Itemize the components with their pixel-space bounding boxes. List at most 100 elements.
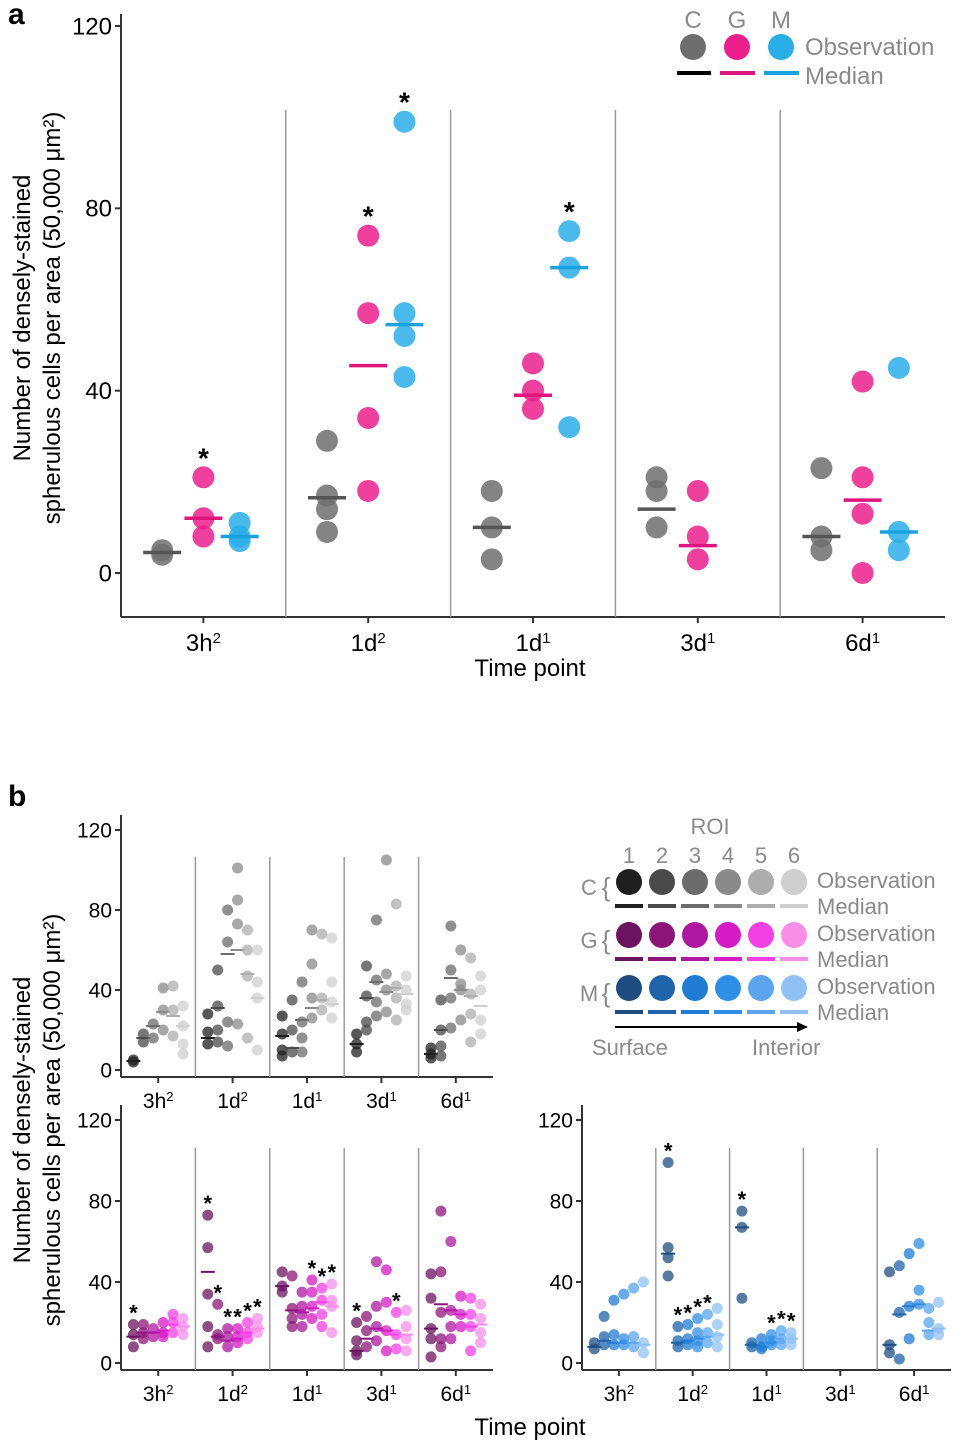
a-point-c <box>810 457 833 480</box>
bg-x-tick-label: 3d1 <box>366 1382 397 1407</box>
bm-point-roi-4 <box>692 1341 704 1353</box>
bg-x-tick-label: 1d1 <box>292 1382 323 1407</box>
bc-point-roi-6 <box>177 1038 189 1050</box>
bg-point-roi-6 <box>400 1345 412 1357</box>
bg-point-roi-6 <box>400 1333 412 1345</box>
a-point-g <box>686 525 709 548</box>
legend-b-roi-6: 6 <box>788 843 800 868</box>
bm-point-roi-1 <box>884 1347 895 1359</box>
legend-b-median-g: Median <box>817 947 889 972</box>
bc-point-roi-4 <box>455 944 467 956</box>
bm-point-roi-6 <box>638 1276 649 1288</box>
bc-x-tick-label: 6d1 <box>441 1089 472 1114</box>
a-point-m <box>393 302 416 325</box>
bg-point-roi-3 <box>147 1323 159 1335</box>
legend-b-dot-g-3 <box>682 922 708 948</box>
bg-point-roi-5 <box>465 1292 477 1304</box>
bc-point-roi-1 <box>202 1008 214 1020</box>
bg-point-roi-6 <box>251 1327 263 1339</box>
bc-point-roi-5 <box>167 1030 179 1042</box>
bg-point-roi-4 <box>380 1296 392 1308</box>
bm-point-roi-1 <box>662 1157 674 1169</box>
bm-point-roi-6 <box>711 1341 723 1353</box>
bc-point-roi-1 <box>276 1010 288 1022</box>
bc-x-tick-label: 3h2 <box>143 1089 174 1114</box>
legend-b-dot-g-5 <box>748 922 774 948</box>
bg-point-roi-2 <box>212 1298 224 1310</box>
bm-point-roi-6 <box>933 1296 945 1308</box>
bm-significance-star: * <box>674 1303 683 1328</box>
bm-point-roi-4 <box>765 1339 777 1351</box>
legend-b-dot-g-6 <box>781 922 807 948</box>
bg-point-roi-3 <box>296 1321 308 1333</box>
bg-point-roi-3 <box>296 1300 308 1312</box>
bg-point-roi-2 <box>435 1306 447 1318</box>
bc-point-roi-4 <box>232 918 244 930</box>
bg-point-roi-5 <box>241 1317 253 1328</box>
bg-significance-star: * <box>213 1280 222 1305</box>
legend-b-dot-m-4 <box>715 975 741 1001</box>
legend-b-dot-c-1 <box>616 869 642 895</box>
bc-point-roi-5 <box>390 898 402 910</box>
bc-point-roi-3 <box>222 1016 234 1028</box>
bc-point-roi-2 <box>137 1036 149 1048</box>
a-x-tick-label: 6d1 <box>845 630 880 658</box>
bm-x-tick-label: 1d1 <box>751 1382 782 1407</box>
bg-point-roi-1 <box>202 1288 214 1300</box>
legend-b-observation-g: Observation <box>817 921 936 946</box>
a-y-tick-label: 0 <box>99 560 112 587</box>
bg-significance-star: * <box>318 1264 327 1289</box>
legend-b-roi-1: 1 <box>623 843 635 868</box>
bc-point-roi-2 <box>361 1016 373 1028</box>
bg-point-roi-3 <box>370 1256 382 1268</box>
bc-point-roi-1 <box>276 1050 288 1062</box>
bc-x-tick-label: 1d1 <box>292 1089 323 1114</box>
bc-point-roi-3 <box>370 1010 382 1022</box>
legend-a-dot-c <box>680 34 706 60</box>
bg-point-roi-1 <box>351 1317 363 1328</box>
bc-point-roi-4 <box>380 854 392 866</box>
panel-b-ylabel-line1: Number of densely-stained <box>9 977 36 1264</box>
bm-point-roi-1 <box>662 1252 674 1264</box>
bg-point-roi-3 <box>296 1308 308 1320</box>
a-point-m <box>558 416 581 439</box>
bg-point-roi-4 <box>306 1312 318 1324</box>
bc-point-roi-6 <box>400 984 412 996</box>
a-point-g <box>357 302 380 325</box>
bm-significance-star: * <box>703 1290 712 1315</box>
bc-point-roi-5 <box>465 1008 477 1020</box>
a-point-g <box>522 352 544 375</box>
bm-point-roi-3 <box>903 1248 915 1260</box>
bg-point-roi-6 <box>326 1327 338 1339</box>
bg-point-roi-2 <box>286 1270 298 1282</box>
bg-point-roi-1 <box>425 1351 437 1363</box>
bm-point-roi-6 <box>638 1337 649 1349</box>
legend-b-roi-3: 3 <box>689 843 701 868</box>
bc-point-roi-2 <box>137 1028 149 1040</box>
bm-point-roi-6 <box>711 1302 723 1314</box>
a-point-g <box>851 466 874 489</box>
bm-point-roi-3 <box>608 1329 620 1341</box>
bg-point-roi-1 <box>202 1242 214 1254</box>
legend-b-dot-c-3 <box>682 869 708 895</box>
legend-b-group-g: G <box>580 928 597 953</box>
bc-point-roi-5 <box>241 1032 253 1044</box>
bc-point-roi-6 <box>177 1048 189 1060</box>
bm-point-roi-2 <box>598 1331 610 1343</box>
bm-x-tick-label: 3h2 <box>604 1382 635 1407</box>
legend-b-roi-5: 5 <box>755 843 767 868</box>
bc-point-roi-3 <box>222 904 234 916</box>
bm-point-roi-3 <box>756 1333 768 1345</box>
bg-point-roi-1 <box>127 1341 139 1353</box>
bc-point-roi-5 <box>241 970 253 982</box>
bc-point-roi-5 <box>390 992 402 1004</box>
bc-point-roi-6 <box>326 996 338 1008</box>
bc-point-roi-6 <box>400 1004 412 1016</box>
bc-point-roi-4 <box>232 1018 244 1030</box>
a-point-c <box>151 539 174 562</box>
legend-b-dot-m-5 <box>748 975 774 1001</box>
bc-y-tick-label: 120 <box>77 819 112 842</box>
bg-y-tick-label: 120 <box>77 1109 112 1132</box>
a-point-g <box>686 548 709 571</box>
